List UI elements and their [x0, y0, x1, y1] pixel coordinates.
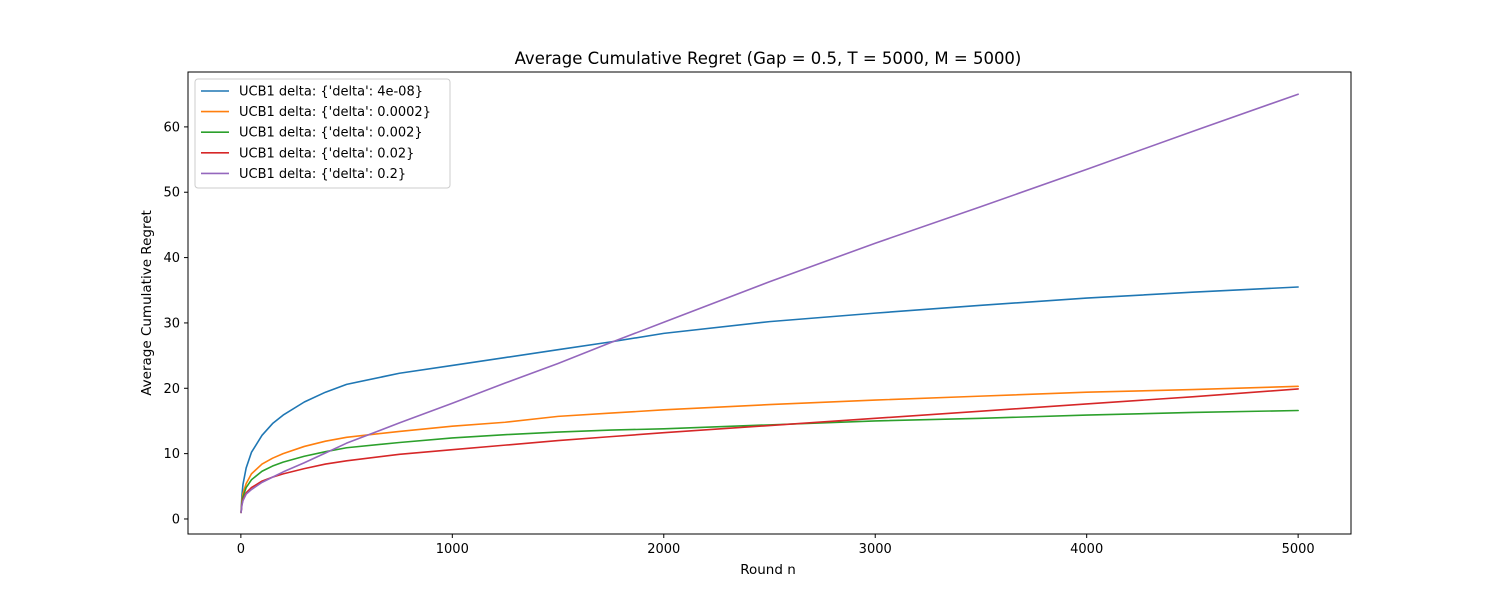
series-line-3	[240, 388, 1299, 514]
y-tick-label: 10	[163, 447, 180, 462]
x-tick-label: 0	[237, 542, 245, 557]
series-line-4	[240, 93, 1299, 514]
legend: UCB1 delta: {'delta': 4e-08} UCB1 delta: …	[194, 78, 451, 189]
x-tick-label: 3000	[859, 542, 892, 557]
legend-entry-label: UCB1 delta: {'delta': 0.002}	[239, 126, 423, 141]
y-tick-label: 0	[172, 512, 180, 527]
legend-box	[194, 78, 451, 189]
y-tick-label: 50	[163, 186, 180, 201]
plot-area	[187, 71, 1352, 535]
x-tick-label: 5000	[1282, 542, 1315, 557]
series-line-0	[240, 286, 1299, 514]
y-tick-label: 20	[163, 382, 180, 397]
series-layer	[240, 93, 1299, 514]
y-axis-label: Average Cumulative Regret	[139, 210, 155, 396]
x-axis: 0 1000 2000 3000 4000 5000	[237, 534, 1315, 557]
y-tick-label: 30	[163, 316, 180, 331]
chart-title: Average Cumulative Regret (Gap = 0.5, T …	[515, 49, 1022, 68]
x-axis-label: Round n	[740, 562, 796, 578]
legend-entry-label: UCB1 delta: {'delta': 0.2}	[239, 167, 406, 182]
x-tick-label: 4000	[1070, 542, 1103, 557]
legend-entry-label: UCB1 delta: {'delta': 0.02}	[239, 146, 414, 161]
series-line-1	[240, 385, 1299, 514]
series-line-2	[240, 409, 1299, 514]
y-tick-label: 40	[163, 251, 180, 266]
y-tick-label: 60	[163, 120, 180, 135]
y-axis: 0 10 20 30 40 50 60	[163, 120, 188, 527]
legend-entry-label: UCB1 delta: {'delta': 4e-08}	[239, 85, 423, 100]
legend-entry-label: UCB1 delta: {'delta': 0.0002}	[239, 105, 431, 120]
x-tick-label: 2000	[647, 542, 680, 557]
plot-frame	[187, 71, 1352, 535]
x-tick-label: 1000	[436, 542, 469, 557]
